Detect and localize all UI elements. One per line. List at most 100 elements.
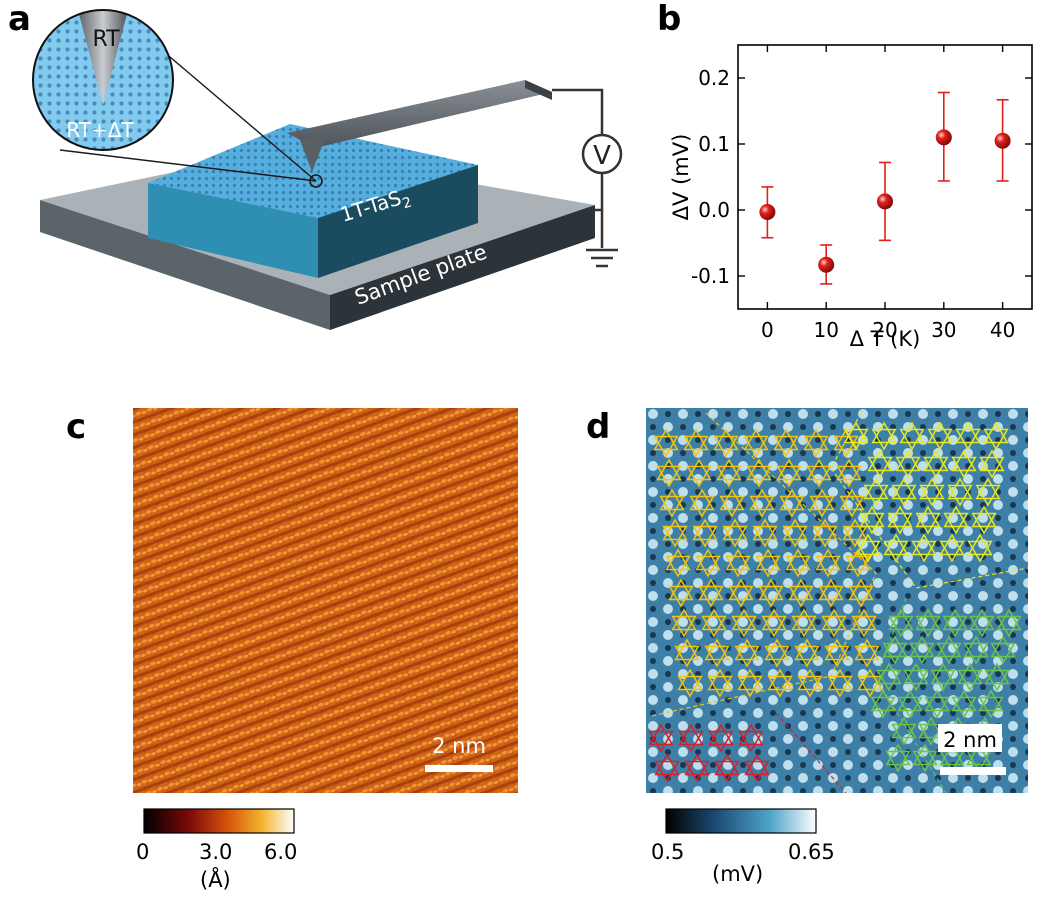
x-tick-label: 10 — [813, 318, 838, 342]
star-of-david-mark — [678, 730, 704, 753]
star-of-david-mark — [867, 456, 893, 479]
star-of-david-mark — [653, 435, 679, 458]
panel-a-label: a — [8, 0, 31, 39]
star-of-david-mark — [684, 760, 710, 783]
star-of-david-mark — [803, 428, 829, 451]
star-of-david-mark — [924, 696, 950, 719]
star-of-david-mark — [883, 533, 909, 556]
zoom-line — [59, 149, 317, 182]
star-of-david-mark — [855, 533, 881, 556]
star-of-david-mark — [764, 645, 790, 668]
star-of-david-mark — [788, 578, 814, 601]
star-of-david-mark — [722, 525, 748, 548]
star-of-david-mark — [867, 449, 893, 472]
star-of-david-mark — [704, 638, 730, 661]
star-of-david-mark — [936, 642, 962, 665]
star-of-david-mark — [744, 760, 770, 783]
star-of-david-mark — [979, 449, 1005, 472]
star-of-david-mark — [654, 760, 680, 783]
star-of-david-mark — [746, 465, 772, 488]
star-of-david-mark — [915, 505, 941, 528]
y-tick-label: 0.1 — [698, 132, 730, 156]
star-of-david-mark — [671, 615, 697, 638]
star-of-david-mark — [887, 512, 913, 535]
star-of-david-mark — [794, 638, 820, 661]
panel-c-colorbar — [143, 808, 295, 834]
star-of-david-mark — [951, 689, 977, 712]
star-of-david-mark — [855, 540, 881, 563]
star-of-david-mark — [854, 638, 880, 661]
star-of-david-mark — [857, 668, 883, 691]
star-of-david-mark — [836, 465, 862, 488]
tas2-crystal — [148, 124, 478, 278]
star-of-david-mark — [648, 730, 674, 753]
star-of-david-mark — [738, 723, 764, 746]
y-tick-label: 0.0 — [698, 198, 730, 222]
panel-d-label: d — [586, 407, 611, 447]
star-of-david-mark — [744, 753, 770, 776]
star-of-david-mark — [677, 675, 703, 698]
star-of-david-mark — [773, 435, 799, 458]
star-of-david-mark — [943, 512, 969, 535]
star-of-david-mark — [897, 689, 923, 712]
star-of-david-mark — [882, 635, 908, 658]
star-of-david-mark — [971, 512, 997, 535]
star-of-david-mark — [955, 421, 981, 444]
star-of-david-mark — [824, 645, 850, 668]
star-of-david-mark — [713, 428, 739, 451]
star-of-david-mark — [951, 449, 977, 472]
star-of-david-mark — [943, 505, 969, 528]
star-of-david-mark — [947, 477, 973, 500]
star-of-david-mark — [912, 743, 938, 766]
star-of-david-mark — [725, 548, 751, 571]
data-point — [994, 132, 1011, 149]
star-of-david-mark — [674, 645, 700, 668]
magnified-inset — [32, 9, 174, 151]
star-of-david-mark — [818, 578, 844, 601]
star-of-david-mark — [719, 495, 745, 518]
star-of-david-mark — [996, 615, 1022, 638]
star-of-david-mark — [806, 458, 832, 481]
star-of-david-mark — [967, 533, 993, 556]
x-tick-label: 0 — [761, 318, 774, 342]
star-of-david-mark — [689, 488, 715, 511]
star-of-david-mark — [761, 608, 787, 631]
star-of-david-mark — [683, 428, 709, 451]
scale-bar — [425, 765, 493, 772]
y-tick-label: 0.2 — [698, 66, 730, 90]
star-of-david-mark — [939, 540, 965, 563]
star-of-david-mark — [990, 635, 1016, 658]
star-of-david-mark — [716, 465, 742, 488]
star-of-david-mark — [983, 428, 1009, 451]
star-of-david-mark — [809, 495, 835, 518]
star-of-david-mark — [975, 477, 1001, 500]
star-of-david-mark — [871, 421, 897, 444]
star-of-david-mark — [915, 615, 941, 638]
star-of-david-mark — [785, 548, 811, 571]
star-of-david-mark — [686, 465, 712, 488]
y-axis-ticks: -0.1 0.0 0.1 0.2 — [691, 66, 1032, 288]
star-of-david-mark — [842, 518, 868, 541]
panel-a-schematic: V RT RT+ΔT 1T-TaS2 Sample plate — [32, 9, 623, 330]
star-of-david-mark — [848, 585, 874, 608]
star-of-david-mark — [698, 578, 724, 601]
voltmeter-label: V — [593, 141, 611, 171]
star-of-david-mark — [919, 477, 945, 500]
star-of-david-mark — [845, 555, 871, 578]
star-of-david-mark — [707, 668, 733, 691]
star-of-david-mark — [978, 696, 1004, 719]
star-of-david-mark — [692, 525, 718, 548]
star-of-david-mark — [776, 465, 802, 488]
colorbar-tick: 6.0 — [264, 840, 298, 864]
star-of-david-mark — [677, 668, 703, 691]
star-of-david-mark — [851, 608, 877, 631]
star-of-david-mark — [859, 512, 885, 535]
star-of-david-mark — [776, 458, 802, 481]
y-axis-label: ΔV (mV) — [669, 134, 693, 221]
star-of-david-mark — [857, 675, 883, 698]
star-of-david-mark — [761, 615, 787, 638]
star-of-david-mark — [882, 642, 908, 665]
data-point — [935, 129, 952, 146]
star-of-david-mark — [791, 608, 817, 631]
scale-bar-label-bg — [938, 724, 1002, 752]
